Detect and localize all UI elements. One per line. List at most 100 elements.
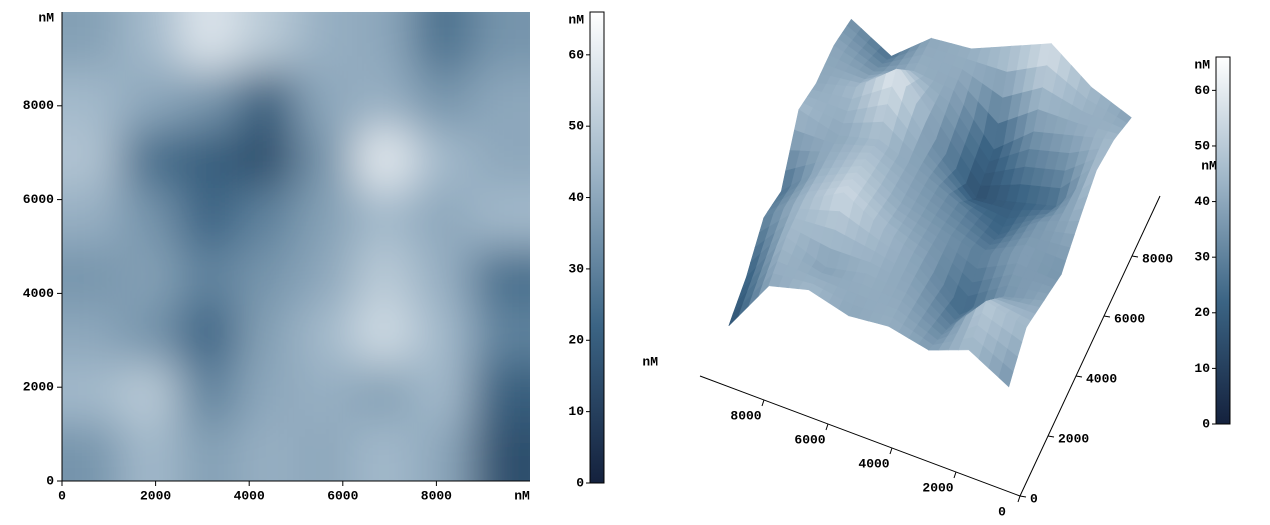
colorbar-tick-label: 50: [1194, 138, 1210, 153]
heatmap-cell: [296, 305, 356, 365]
colorbar-tick-label: 50: [568, 119, 584, 134]
heatmap-cell: [237, 187, 297, 248]
x-axis: [699, 375, 1021, 497]
heatmap-cell: [354, 12, 414, 72]
heatmap-cell: [471, 422, 530, 481]
y-tick-label: 4000: [1086, 371, 1117, 386]
y-tick: [1131, 255, 1139, 258]
heatmap-cell: [179, 70, 239, 131]
colorbar-tick-label: 30: [1194, 250, 1210, 265]
heatmap-cell: [120, 129, 180, 189]
heatmap-cell: [413, 12, 473, 72]
colorbar-unit: nM: [568, 12, 584, 27]
colorbar-tick-label: 40: [1194, 194, 1210, 209]
heatmap-cell: [413, 363, 473, 424]
heatmap-cell: [471, 246, 530, 307]
x-tick-label: 6000: [327, 488, 358, 503]
heatmap-cell: [237, 70, 297, 131]
heatmap-cell: [296, 363, 356, 424]
heatmap-cell: [296, 12, 356, 72]
heatmap-cell: [471, 129, 530, 189]
x-axis-unit: nM: [514, 488, 530, 503]
heatmap-cell: [296, 187, 356, 248]
heatmap-image: [62, 12, 530, 481]
heatmap-cell: [413, 187, 473, 248]
heatmap-cell: [120, 12, 180, 72]
heatmap-cell: [471, 12, 530, 72]
x-tick-label: 0: [58, 488, 66, 503]
heatmap-cell: [354, 70, 414, 131]
heatmap-cell: [62, 422, 122, 481]
colorbar-tick-label: 20: [568, 333, 584, 348]
x-tick-label: 6000: [794, 432, 825, 447]
colorbar-tick-label: 20: [1194, 305, 1210, 320]
y-tick-label: 6000: [23, 192, 54, 207]
x-tick-label: 8000: [730, 408, 761, 423]
heatmap-cell: [179, 305, 239, 365]
x-tick: [761, 399, 765, 407]
heatmap-cell: [62, 363, 122, 424]
heatmap-cell: [120, 246, 180, 307]
y-tick-label: 8000: [1142, 251, 1173, 266]
y-axis: [1019, 195, 1161, 497]
heatmap-cell: [413, 70, 473, 131]
heatmap-cell: [471, 70, 530, 131]
x-axis-unit: nM: [642, 354, 658, 369]
heatmap-cell: [413, 305, 473, 365]
colorbar-tick-label: 0: [1202, 416, 1210, 431]
colorbar: [1215, 56, 1231, 425]
heatmap-cell: [354, 129, 414, 189]
heatmap-cell: [471, 305, 530, 365]
heatmap-cell: [413, 246, 473, 307]
heatmap-cell: [62, 187, 122, 248]
heatmap-cell: [354, 246, 414, 307]
heatmap-cell: [179, 363, 239, 424]
colorbar-tick-label: 40: [568, 190, 584, 205]
heatmap-cell: [179, 422, 239, 481]
colorbar-tick-label: 0: [576, 475, 584, 490]
surface-facet: [998, 362, 1014, 388]
colorbar-unit: nM: [1194, 57, 1210, 72]
colorbar-tick-label: 60: [1194, 83, 1210, 98]
heatmap-cell: [120, 187, 180, 248]
x-tick: [889, 447, 893, 455]
heatmap-cell: [354, 363, 414, 424]
colorbar-tick-label: 10: [568, 404, 584, 419]
heatmap-cell: [120, 70, 180, 131]
heatmap-cell: [237, 129, 297, 189]
heatmap-cell: [179, 129, 239, 189]
y-tick: [1019, 495, 1027, 498]
heatmap-cell: [237, 246, 297, 307]
x-tick-label: 2000: [922, 480, 953, 495]
heatmap-cell: [237, 12, 297, 72]
x-tick: [953, 471, 957, 479]
y-axis-unit: nM: [38, 10, 54, 25]
colorbar-tick-label: 10: [1194, 361, 1210, 376]
y-tick: [1103, 315, 1111, 318]
heatmap-cell: [120, 422, 180, 481]
heatmap-cell: [354, 422, 414, 481]
y-tick-label: 2000: [1058, 431, 1089, 446]
heatmap-cell: [62, 305, 122, 365]
heatmap-cell: [471, 187, 530, 248]
heatmap-cell: [62, 70, 122, 131]
y-tick: [1075, 375, 1083, 378]
heatmap-cell: [296, 129, 356, 189]
x-tick-label: 4000: [234, 488, 265, 503]
y-tick-label: 0: [1030, 491, 1038, 506]
heatmap-cell: [120, 363, 180, 424]
y-tick: [1047, 435, 1055, 438]
x-tick: [825, 423, 829, 431]
heatmap-cell: [62, 129, 122, 189]
heatmap-cell: [120, 305, 180, 365]
heatmap-cell: [296, 246, 356, 307]
x-tick-label: 8000: [421, 488, 452, 503]
colorbar: [589, 11, 605, 484]
heatmap-cell: [354, 305, 414, 365]
heatmap-cell: [62, 12, 122, 72]
y-tick-label: 6000: [1114, 311, 1145, 326]
heatmap-cell: [179, 187, 239, 248]
heatmap-cell: [179, 12, 239, 72]
